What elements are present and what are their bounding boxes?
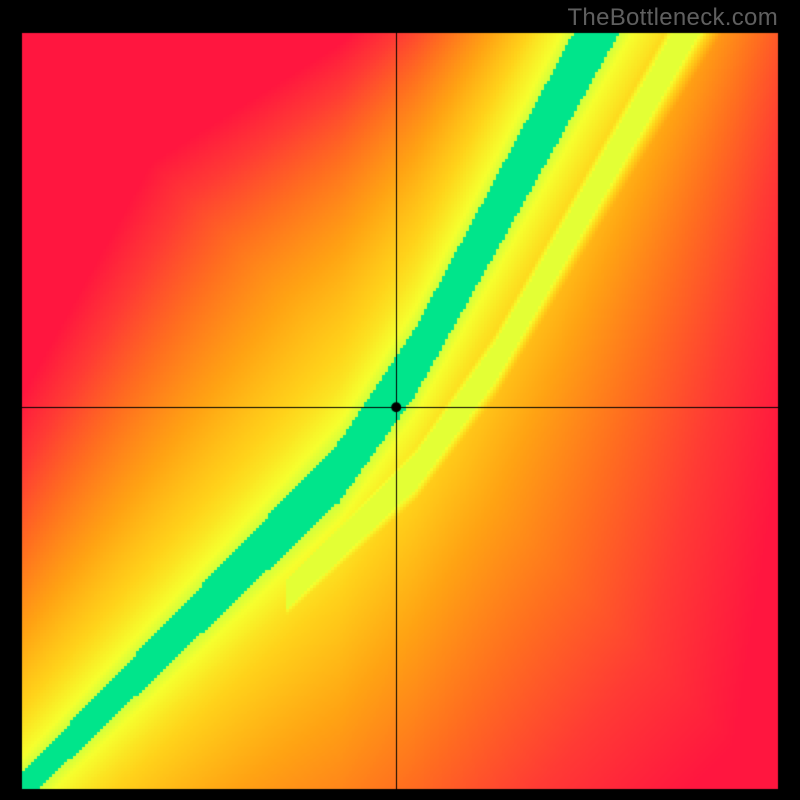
chart-container: TheBottleneck.com	[0, 0, 800, 800]
bottleneck-heatmap	[0, 0, 800, 800]
watermark-text: TheBottleneck.com	[567, 4, 778, 32]
